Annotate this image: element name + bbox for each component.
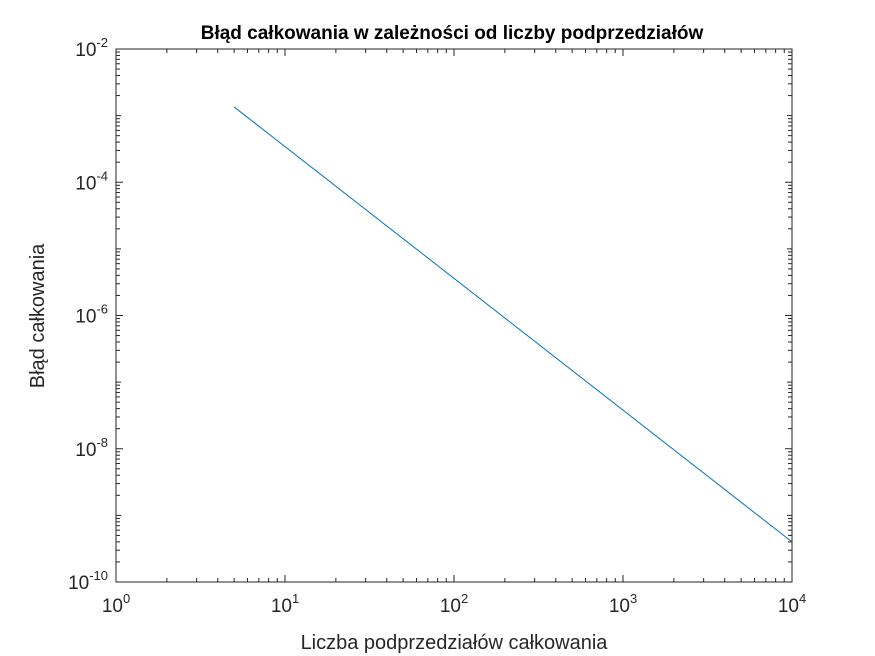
y-tick-label: 10-2: [75, 35, 108, 61]
chart-title: Błąd całkowania w zależności od liczby p…: [201, 23, 704, 44]
minor-ticks: [116, 49, 792, 582]
major-ticks: [115, 48, 793, 583]
x-tick-label: 102: [440, 591, 468, 617]
x-tick-label: 101: [271, 591, 299, 617]
y-axis-label: Błąd całkowania: [27, 243, 49, 388]
y-tick-label: 10-8: [75, 435, 108, 461]
plot-area: [116, 49, 792, 582]
y-tick-label: 10-4: [75, 168, 108, 194]
series-line: [233, 106, 793, 543]
x-axis-label: Liczba podprzedziałów całkowania: [301, 632, 609, 654]
x-tick-labels: 100 101 102 103 104: [102, 591, 806, 617]
plot-frame: [115, 48, 793, 583]
x-tick-label: 103: [609, 591, 637, 617]
y-tick-labels: 10-10 10-8 10-6 10-4 10-2: [68, 35, 108, 594]
x-tick-label: 104: [778, 591, 806, 617]
x-tick-label: 100: [102, 591, 130, 617]
series-layer: [233, 106, 793, 543]
y-tick-label: 10-6: [75, 302, 108, 328]
y-tick-label: 10-10: [68, 568, 108, 594]
